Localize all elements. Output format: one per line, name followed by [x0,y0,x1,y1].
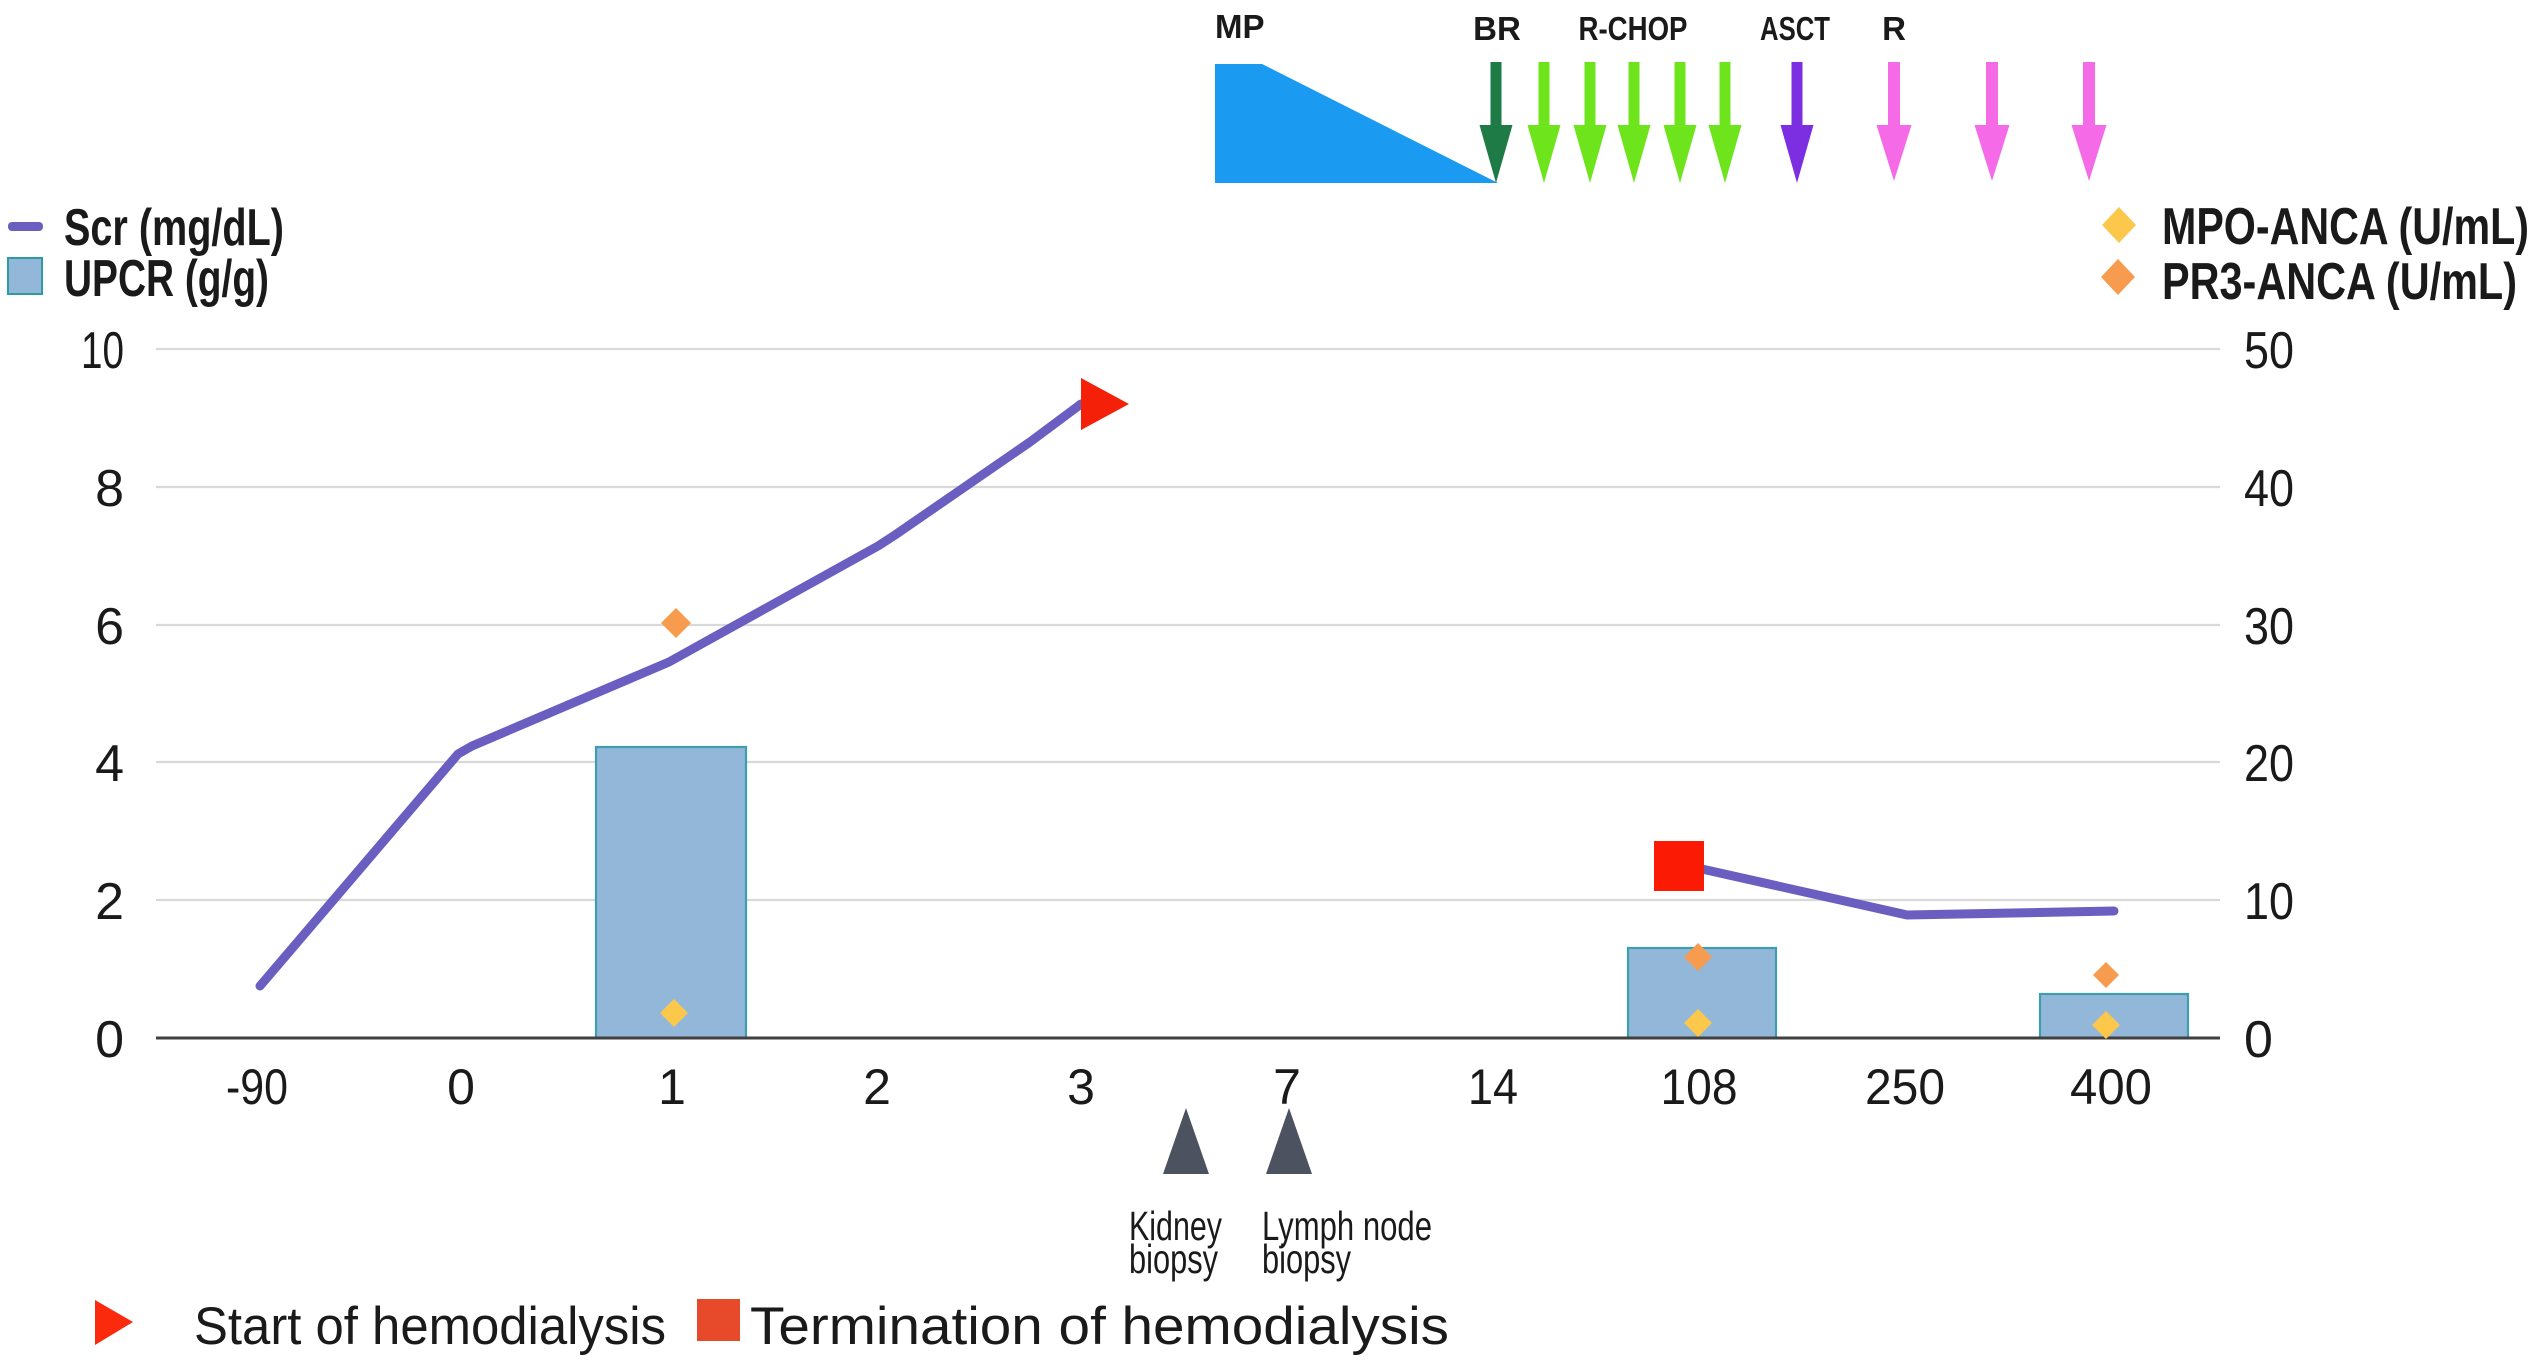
svg-text:MPO-ANCA (U/mL): MPO-ANCA (U/mL) [2162,198,2529,256]
svg-text:6: 6 [95,598,124,656]
svg-text:-90: -90 [226,1059,288,1115]
svg-text:3: 3 [1067,1059,1095,1115]
svg-text:50: 50 [2244,322,2294,380]
svg-text:7: 7 [1273,1059,1301,1115]
svg-text:BR: BR [1473,10,1521,47]
svg-text:biopsy: biopsy [1129,1236,1218,1282]
svg-text:ASCT: ASCT [1760,10,1830,47]
svg-text:400: 400 [2070,1059,2152,1115]
svg-text:Termination of hemodialysis: Termination of hemodialysis [750,1297,1449,1356]
svg-text:UPCR (g/g): UPCR (g/g) [64,250,269,308]
svg-text:250: 250 [1865,1059,1945,1115]
svg-text:PR3-ANCA (U/mL): PR3-ANCA (U/mL) [2162,253,2517,311]
svg-text:R: R [1882,10,1906,47]
svg-text:Scr (mg/dL): Scr (mg/dL) [64,199,284,257]
svg-text:108: 108 [1661,1059,1738,1115]
svg-text:8: 8 [95,460,124,518]
svg-text:10: 10 [2244,873,2294,931]
svg-text:Lymph node: Lymph node [1262,1203,1432,1249]
svg-text:Kidney: Kidney [1129,1203,1222,1249]
svg-text:4: 4 [95,735,124,793]
svg-text:10: 10 [81,322,124,380]
svg-text:2: 2 [95,873,124,931]
svg-text:2: 2 [863,1059,891,1115]
svg-text:14: 14 [1468,1059,1518,1115]
svg-text:biopsy: biopsy [1262,1236,1351,1282]
svg-text:MP: MP [1215,8,1265,45]
svg-text:0: 0 [2244,1011,2273,1069]
svg-text:30: 30 [2244,598,2294,656]
svg-text:0: 0 [447,1059,475,1115]
svg-text:0: 0 [95,1011,124,1069]
svg-text:R-CHOP: R-CHOP [1579,10,1688,47]
svg-text:20: 20 [2244,735,2294,793]
svg-text:Start of hemodialysis: Start of hemodialysis [194,1297,666,1356]
svg-text:1: 1 [658,1059,686,1115]
svg-text:40: 40 [2244,460,2294,518]
